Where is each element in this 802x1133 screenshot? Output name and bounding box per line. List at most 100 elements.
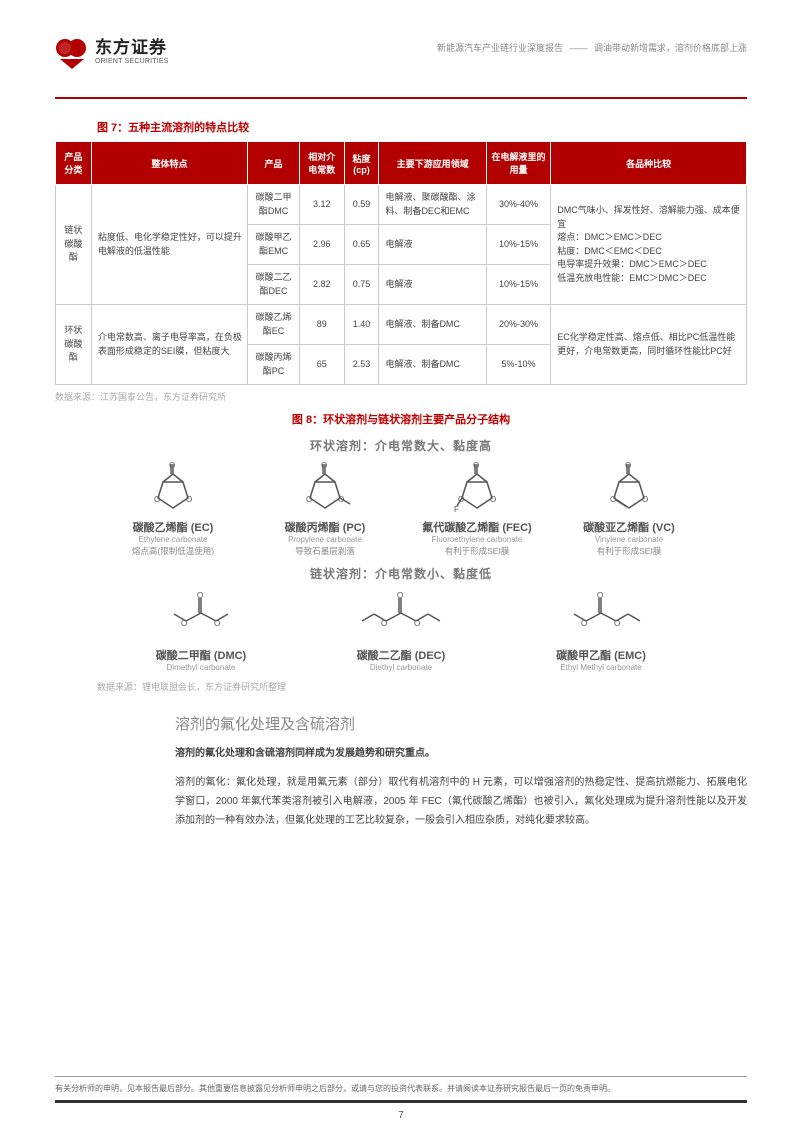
table-header: 粘度(cp) <box>344 142 379 185</box>
mol-name-cn: 碳酸二甲酯 (DMC) <box>156 647 246 663</box>
table-header: 产品 <box>248 142 300 185</box>
figure7-table: 产品分类整体特点产品相对介电常数粘度(cp)主要下游应用领域在电解液里的用量各品… <box>55 141 747 385</box>
table-header: 各品种比较 <box>551 142 747 185</box>
figure8-caption: 图 8：环状溶剂与链状溶剂主要产品分子结构 <box>55 411 747 427</box>
cell-perm: 65 <box>299 345 344 385</box>
mol-name-cn: 碳酸乙烯酯 (EC) <box>133 519 214 535</box>
figure7-caption: 图 7：五种主流溶剂的特点比较 <box>97 119 747 135</box>
cell-name: 碳酸乙烯酯EC <box>248 305 300 345</box>
cell-compare: EC化学稳定性高、熔点低、相比PC低温性能更好，介电常数更高，同时循环性能比PC… <box>551 305 747 385</box>
cell-app: 电解液、制备DMC <box>379 345 486 385</box>
mol-name-en: Fluoroethylene carbonate <box>432 535 523 544</box>
cell-app: 电解液、制备DMC <box>379 305 486 345</box>
table-header: 产品分类 <box>56 142 92 185</box>
paragraph-1-text: 溶剂的氟化处理和含硫溶剂同样成为发展趋势和研究重点。 <box>175 748 435 759</box>
paragraph-2: 溶剂的氟化：氟化处理，就是用氟元素（部分）取代有机溶剂中的 H 元素，可以增强溶… <box>175 773 747 830</box>
ring-heading: 环状溶剂：介电常数大、黏度高 <box>97 437 705 454</box>
cell-usage: 20%-30% <box>486 305 550 345</box>
molecule: O O O 碳酸二乙酯 (DEC)Diethyl carbonate <box>321 588 481 672</box>
svg-text:O: O <box>306 495 312 504</box>
table-header: 在电解液里的用量 <box>486 142 550 185</box>
chain-heading: 链状溶剂：介电常数小、黏度低 <box>97 565 705 582</box>
cell-visc: 0.59 <box>344 185 379 225</box>
cell-compare: DMC气味小、挥发性好、溶解能力强、成本便宜 熔点：DMC＞EMC＞DEC 粘度… <box>551 185 747 305</box>
molecule: OOO碳酸甲乙酯 (EMC)Ethyl Methyl carbonate <box>521 588 681 672</box>
mol-name-en: Ethyl Methyl carbonate <box>560 663 641 672</box>
cell-app: 电解液 <box>379 265 486 305</box>
cell-name: 碳酸丙烯酯PC <box>248 345 300 385</box>
svg-text:O: O <box>473 461 479 470</box>
figure8-source: 数据来源：锂电联盟会长，东方证券研究所整理 <box>97 680 747 693</box>
mol-name-cn: 碳酸甲乙酯 (EMC) <box>556 647 646 663</box>
logo-icon <box>55 35 89 69</box>
cell-trait: 介电常数高、离子电导率高，在负极表面形成稳定的SEI膜，但粘度大 <box>91 305 247 385</box>
doc-title-right: 调油带动新增需求，溶剂价格底部上涨 <box>594 43 747 53</box>
molecule: OOO碳酸乙烯酯 (EC)Ethylene carbonate熔点高(限制低温使… <box>98 460 248 557</box>
cell-visc: 0.65 <box>344 225 379 265</box>
mol-note: 熔点高(限制低温使用) <box>132 545 214 557</box>
mol-name-en: Diethyl carbonate <box>370 663 432 672</box>
cell-usage: 30%-40% <box>486 185 550 225</box>
svg-text:O: O <box>214 619 220 628</box>
figure7-source: 数据来源：江苏国泰公告，东方证券研究所 <box>55 390 747 403</box>
brand-logo: 东方证券 ORIENT SECURITIES <box>55 35 169 69</box>
mol-note: 有利于形成SEI膜 <box>445 545 510 557</box>
figure8-diagram: 环状溶剂：介电常数大、黏度高 O O O 碳酸乙烯酯 (EC)Ethylene car… <box>97 437 705 672</box>
page-number: 7 <box>0 1110 802 1121</box>
svg-text:O: O <box>169 461 175 470</box>
section-heading: 溶剂的氟化处理及含硫溶剂 <box>175 713 747 734</box>
cell-usage: 5%-10% <box>486 345 550 385</box>
paragraph-1: 溶剂的氟化处理和含硫溶剂同样成为发展趋势和研究重点。 <box>175 744 747 763</box>
svg-text:F: F <box>454 505 459 514</box>
table-row: 环状碳酸酯介电常数高、离子电导率高，在负极表面形成稳定的SEI膜，但粘度大碳酸乙… <box>56 305 747 345</box>
mol-name-cn: 碳酸二乙酯 (DEC) <box>357 647 446 663</box>
cell-perm: 2.96 <box>299 225 344 265</box>
table-header: 主要下游应用领域 <box>379 142 486 185</box>
svg-text:O: O <box>397 591 403 600</box>
cell-category: 链状碳酸酯 <box>56 185 92 305</box>
svg-text:O: O <box>381 619 387 628</box>
page-header: 东方证券 ORIENT SECURITIES 新能源汽车产业链行业深度报告 ——… <box>55 35 747 69</box>
cell-visc: 2.53 <box>344 345 379 385</box>
cell-trait: 粘度低、电化学稳定性好，可以提升电解液的低温性能 <box>91 185 247 305</box>
svg-text:O: O <box>581 619 587 628</box>
molecule: O O O 碳酸二甲酯 (DMC)Dimethyl carbonate <box>121 588 281 672</box>
header-doc-title: 新能源汽车产业链行业深度报告 —— 调油带动新增需求，溶剂价格底部上涨 <box>437 35 747 54</box>
cell-perm: 3.12 <box>299 185 344 225</box>
svg-text:O: O <box>625 461 631 470</box>
cell-app: 电解液、聚碳酸酯、涂料、制备DEC和EMC <box>379 185 486 225</box>
logo-text-en: ORIENT SECURITIES <box>95 58 169 66</box>
svg-text:O: O <box>197 591 203 600</box>
cell-perm: 2.82 <box>299 265 344 305</box>
table-row: 链状碳酸酯粘度低、电化学稳定性好，可以提升电解液的低温性能碳酸二甲酯DMC3.1… <box>56 185 747 225</box>
mol-name-cn: 碳酸丙烯酯 (PC) <box>285 519 366 535</box>
svg-text:O: O <box>181 619 187 628</box>
svg-text:O: O <box>610 495 616 504</box>
svg-text:O: O <box>154 495 160 504</box>
doc-title-left: 新能源汽车产业链行业深度报告 <box>437 43 563 53</box>
svg-text:O: O <box>490 495 496 504</box>
svg-text:O: O <box>414 619 420 628</box>
cell-usage: 10%-15% <box>486 225 550 265</box>
mol-name-cn: 氟代碳酸乙烯酯 (FEC) <box>422 519 531 535</box>
table-header: 相对介电常数 <box>299 142 344 185</box>
cell-visc: 1.40 <box>344 305 379 345</box>
svg-text:O: O <box>614 619 620 628</box>
mol-name-en: Ethylene carbonate <box>139 535 208 544</box>
cell-visc: 0.75 <box>344 265 379 305</box>
cell-app: 电解液 <box>379 225 486 265</box>
svg-text:O: O <box>642 495 648 504</box>
cell-category: 环状碳酸酯 <box>56 305 92 385</box>
cell-perm: 89 <box>299 305 344 345</box>
molecule: OOOF氟代碳酸乙烯酯 (FEC)Fluoroethylene carbonat… <box>402 460 552 557</box>
header-rule <box>55 97 747 99</box>
svg-text:O: O <box>321 461 327 470</box>
cell-name: 碳酸二甲酯DMC <box>248 185 300 225</box>
molecule: OOO碳酸丙烯酯 (PC)Propylene carbonate导致石墨层剥落 <box>250 460 400 557</box>
mol-name-en: Dimethyl carbonate <box>167 663 236 672</box>
mol-note: 有利于形成SEI膜 <box>597 545 662 557</box>
mol-name-cn: 碳酸亚乙烯酯 (VC) <box>583 519 675 535</box>
mol-note: 导致石墨层剥落 <box>295 545 355 557</box>
cell-name: 碳酸二乙酯DEC <box>248 265 300 305</box>
cell-name: 碳酸甲乙酯EMC <box>248 225 300 265</box>
